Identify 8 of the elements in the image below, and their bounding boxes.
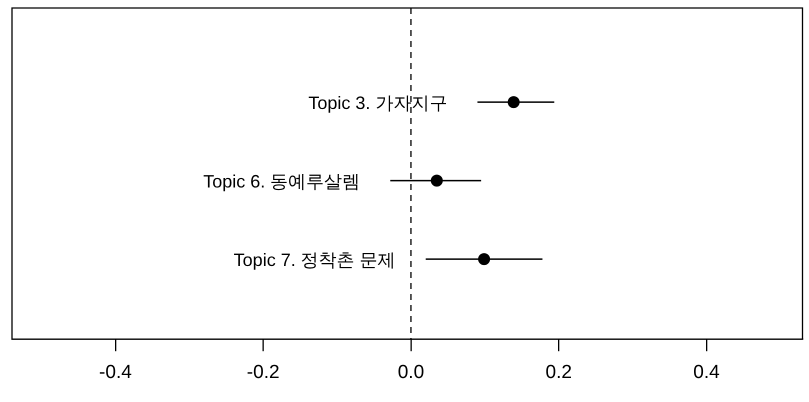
x-tick-label: -0.2 (246, 362, 280, 383)
x-tick-label: -0.4 (99, 362, 132, 383)
y-tick-label: Topic 3. 가자지구 (308, 93, 448, 114)
x-tick-label: 0.2 (545, 362, 572, 383)
y-tick-label: Topic 6. 동예루살렘 (203, 172, 360, 192)
x-tick-label: 0.0 (398, 362, 424, 383)
x-tick-label: 0.4 (693, 362, 720, 383)
y-tick-label: Topic 7. 정착촌 문제 (234, 250, 396, 270)
